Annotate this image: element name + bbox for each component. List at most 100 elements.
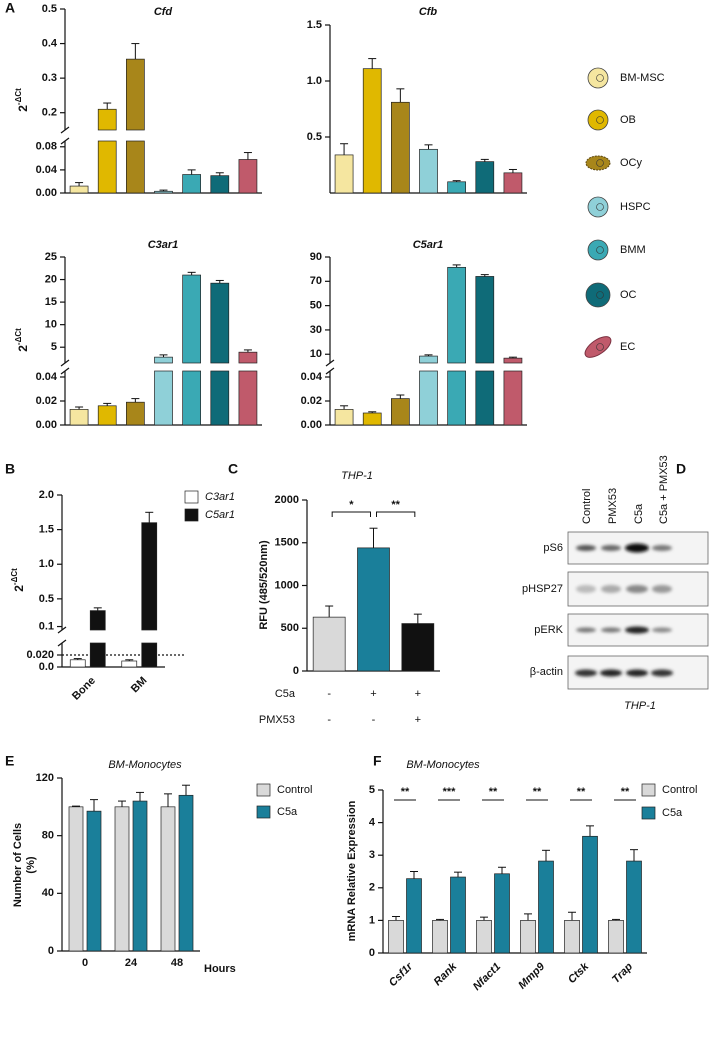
legend-icon [584,336,612,358]
band-label: pHSP27 [522,583,563,595]
chart-title: BM-Monocytes [108,759,182,771]
bar [154,356,173,364]
y-axis-label: mRNA Relative Expression [346,800,358,941]
x-tick-label: BM [129,675,150,696]
condition-sign: - [327,688,331,700]
legend-icon [587,196,609,218]
legend-swatch [256,783,271,797]
bar [182,274,201,364]
panel-label: F [373,753,382,769]
bar [69,409,89,426]
bar [210,175,230,194]
y-tick-label: 0.00 [301,419,322,431]
bar [432,920,448,954]
bar [391,398,410,426]
y-axis-label-line: (%) [25,856,37,873]
bar [114,806,130,952]
legend-label: OC [620,289,637,301]
bar [450,876,466,954]
y-axis-label: 2-ΔCt [14,328,30,352]
y-axis-label: Number of Cells(%) [12,823,37,907]
y-tick-label: 0.1 [39,620,54,632]
axis-break [60,359,70,367]
legend-icon [587,67,609,89]
y-tick-label: 5 [369,784,375,796]
significance-label: ** [391,499,400,511]
chart-panel: C5ar1 0.00 0.02 0.04 10 30 50 70 90 [301,239,527,431]
bar [210,370,230,426]
y-tick-label: 1.5 [307,19,322,31]
y-tick-label: 0.5 [42,3,57,15]
bar [126,58,145,131]
significance-label: * [349,499,354,511]
legend-label: BMM [620,244,646,256]
legend-icon [585,155,611,171]
y-tick-label: 0.04 [301,371,323,383]
y-tick-label: 90 [310,251,322,263]
y-axis-label-base: 2 [12,585,26,592]
significance-label: ** [533,786,542,798]
bar [126,401,145,426]
bar [97,405,117,426]
y-axis-label-exponent: -ΔCt [10,568,19,585]
bar [121,660,138,668]
legend-icon-nucleus [596,291,604,299]
axis-break [57,639,67,647]
x-tick-label: Nfact1 [471,961,503,993]
lane-label: PMX53 [607,488,619,524]
x-tick-label: 0 [82,957,88,969]
significance-bracket [376,511,416,517]
bar [238,159,258,194]
panel-label: E [5,753,14,769]
bar [154,370,173,426]
bar [447,181,466,194]
legend-label: C5a [662,807,683,819]
y-axis-label-exponent: -ΔCt [14,88,23,105]
y-tick-label: 0.020 [26,649,54,661]
band-label: β-actin [530,666,563,678]
bar [608,920,624,954]
significance-label: ** [621,786,630,798]
legend-label: OB [620,114,636,126]
x-tick-label: Rank [432,960,460,988]
bar [160,806,176,952]
chart-panel: Cfb 0.5 1.0 1.5 [307,6,527,194]
chart-panel: A Cfd 2-ΔCt 0.00 0.04 0.08 0.2 0.3 0.4 0.5 [5,0,262,199]
x-tick-label: Ctsk [566,960,592,986]
y-tick-label: 1.0 [39,558,54,570]
chart-panel: C THP-1 RFU (485/520nm) 0 500 1000 1500 2000 C5a… [228,461,440,726]
bar [238,351,258,364]
panel-label: A [5,0,15,16]
legend-swatch [184,490,199,504]
bar [357,547,390,672]
axis-break [60,367,70,375]
y-tick-label: 500 [281,622,299,634]
condition-label: C5a [275,688,296,700]
legend-label: C3ar1 [205,491,235,503]
bands [575,543,673,677]
y-axis-label-base: 2 [16,345,30,352]
bar [503,172,523,194]
y-tick-label: 70 [310,275,322,287]
bar [494,873,510,954]
panel-label: B [5,461,15,477]
y-tick-label: 20 [45,273,57,285]
bar [388,920,404,954]
y-tick-label: 0.5 [39,593,54,605]
y-tick-label: 1500 [275,537,299,549]
y-tick-label: 0 [48,945,54,957]
y-tick-label: 2000 [275,494,299,506]
legend-label: BM-MSC [620,72,665,84]
y-tick-label: 2 [369,882,375,894]
legend-label: Control [662,784,697,796]
chart-title: C5ar1 [413,239,444,251]
bar [503,370,523,426]
legend-icon-nucleus [596,116,604,124]
legend-icon-nucleus [596,246,604,254]
bar [564,920,580,954]
band-label: pS6 [543,542,563,554]
legend-icon-nucleus [596,159,604,167]
y-tick-label: 1000 [275,579,299,591]
y-tick-label: 0 [369,947,375,959]
lane-label: Control [581,489,593,524]
